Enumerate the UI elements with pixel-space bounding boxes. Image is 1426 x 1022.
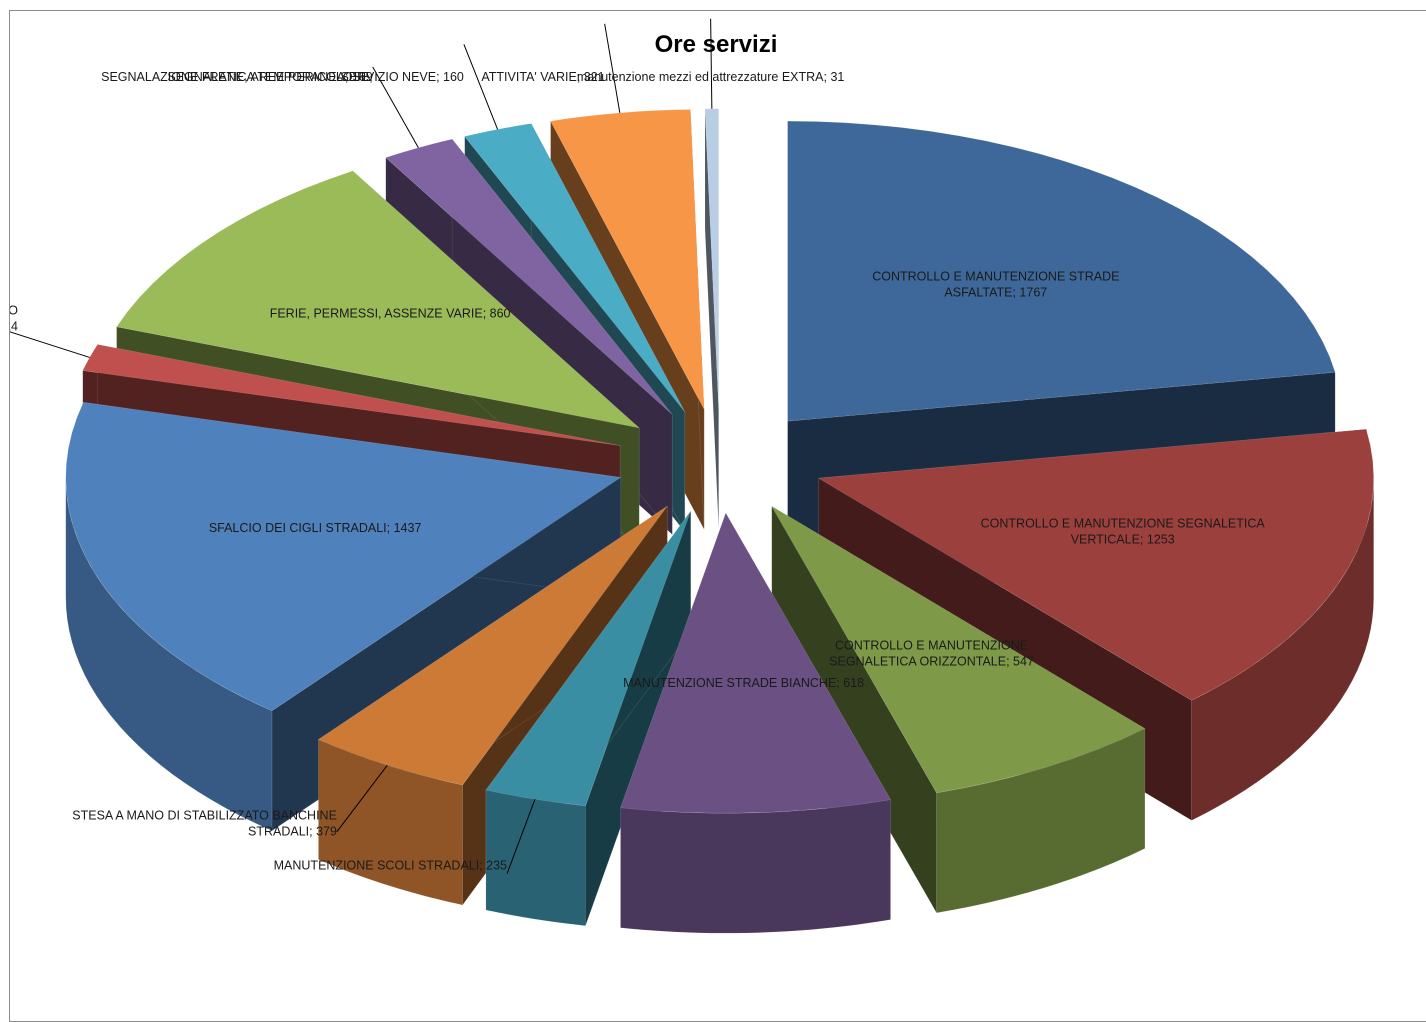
data-label-line: ASFALTATE; 1767 (944, 285, 1047, 299)
data-label: FERIE, PERMESSI, ASSENZE VARIE; 860 (270, 307, 511, 321)
data-label-line: URBANO - PARCHI; 114 (10, 320, 18, 334)
slice-top (787, 120, 1336, 422)
data-label: ATTIVITA' VARIE; 321 (481, 70, 604, 84)
slice-rim (620, 799, 891, 934)
slice-rim (485, 789, 586, 927)
data-label: CONTROLLO E MANUTENZIONE SEGNALETICA VERT… (981, 516, 1266, 546)
data-label-line: SEGNALAZIONE FRANE, AREE PERICOLOSE, (101, 70, 373, 84)
pie-slice (704, 108, 720, 529)
slice-top (464, 123, 686, 412)
data-label-line: SEGNALETICA TEMPORANEA; 169 (167, 70, 372, 84)
data-label: STESA A MANO DI STABILIZZATO BANCHINE STR… (72, 809, 337, 839)
pie-chart: Ore servizi CONTROLLO E MANUTENZIONE STR… (10, 18, 1374, 934)
slice-rim (936, 728, 1146, 914)
data-label-line: VERTICALE; 1253 (1071, 532, 1175, 546)
slice-rim (318, 739, 463, 906)
labels-layer: CONTROLLO E MANUTENZIONE STRADE ASFALTATE… (10, 18, 1266, 874)
slice-side-start (704, 108, 720, 529)
data-label: CONTROLLO E MANUTENZIONE SEGNALETICA ORIZ… (829, 638, 1034, 668)
slice-top (65, 401, 622, 712)
leader-line (463, 44, 499, 130)
data-label: CONTROLLO E MANUTENZIONE STRADE ASFALTATE… (872, 269, 1119, 299)
data-label-line: SEGNALETICA ORIZZONTALE; 547 (829, 654, 1034, 668)
data-label-line: STESA A MANO DI STABILIZZATO BANCHINE (72, 809, 337, 823)
leader-line (336, 764, 388, 832)
leader-line (506, 798, 536, 874)
data-label-line: manutenzione mezzi ed attrezzature EXTRA… (577, 70, 845, 84)
data-label-line: FERIE, PERMESSI, ASSENZE VARIE; 860 (270, 307, 511, 321)
slice-top (82, 344, 621, 446)
pie-slice (620, 512, 892, 934)
leader-line (10, 331, 90, 358)
pie-slice (771, 505, 1146, 914)
leader-line (372, 66, 419, 148)
data-label-line: SERVIZIO NEVE; 160 (340, 70, 463, 84)
data-label-line: MANUTENZIONE STRADE BIANCHE; 618 (623, 676, 864, 690)
data-label-line: CONTROLLO E MANUTENZIONE SEGNALETICA (981, 516, 1266, 530)
slice-rim (1191, 478, 1374, 821)
leader-line (710, 18, 713, 109)
data-label-line: CONTROLLO E MANUTENZIONE STRADE (872, 269, 1119, 283)
data-label-line: CONTROLLO E MANUTENZIONE (835, 638, 1028, 652)
data-label: MANUTENZIONE ARREDO URBANO - PARCHI; 114 (10, 304, 18, 334)
slice-side-end (771, 505, 937, 914)
data-label-line: STRADALI; 379 (248, 825, 337, 839)
data-label: MANUTENZIONE STRADE BIANCHE; 618 (623, 676, 864, 690)
chart-title: Ore servizi (655, 31, 778, 58)
slices-layer (65, 108, 1374, 934)
data-label: SERVIZIO NEVE; 160 (340, 70, 463, 84)
data-label-line: MANUTENZIONE SCOLI STRADALI; 235 (274, 859, 507, 873)
data-label-line: SFALCIO DEI CIGLI STRADALI; 1437 (209, 521, 422, 535)
data-label: MANUTENZIONE SCOLI STRADALI; 235 (274, 859, 507, 873)
pie-slice (485, 510, 691, 927)
slice-top (116, 170, 641, 429)
slice-top (771, 505, 1146, 794)
slice-top (817, 428, 1374, 701)
data-label-line: MANUTENZIONE ARREDO (10, 304, 18, 318)
data-label: manutenzione mezzi ed attrezzature EXTRA… (577, 70, 845, 84)
data-label: SFALCIO DEI CIGLI STRADALI; 1437 (209, 521, 422, 535)
slice-top (620, 512, 892, 814)
chart-area: Ore servizi CONTROLLO E MANUTENZIONE STR… (9, 10, 1426, 1022)
data-label: SEGNALAZIONE FRANE, AREE PERICOLOSE,SEGN… (101, 70, 373, 84)
leader-line (604, 23, 621, 113)
slice-top (485, 510, 691, 807)
data-label-line: ATTIVITA' VARIE; 321 (481, 70, 604, 84)
